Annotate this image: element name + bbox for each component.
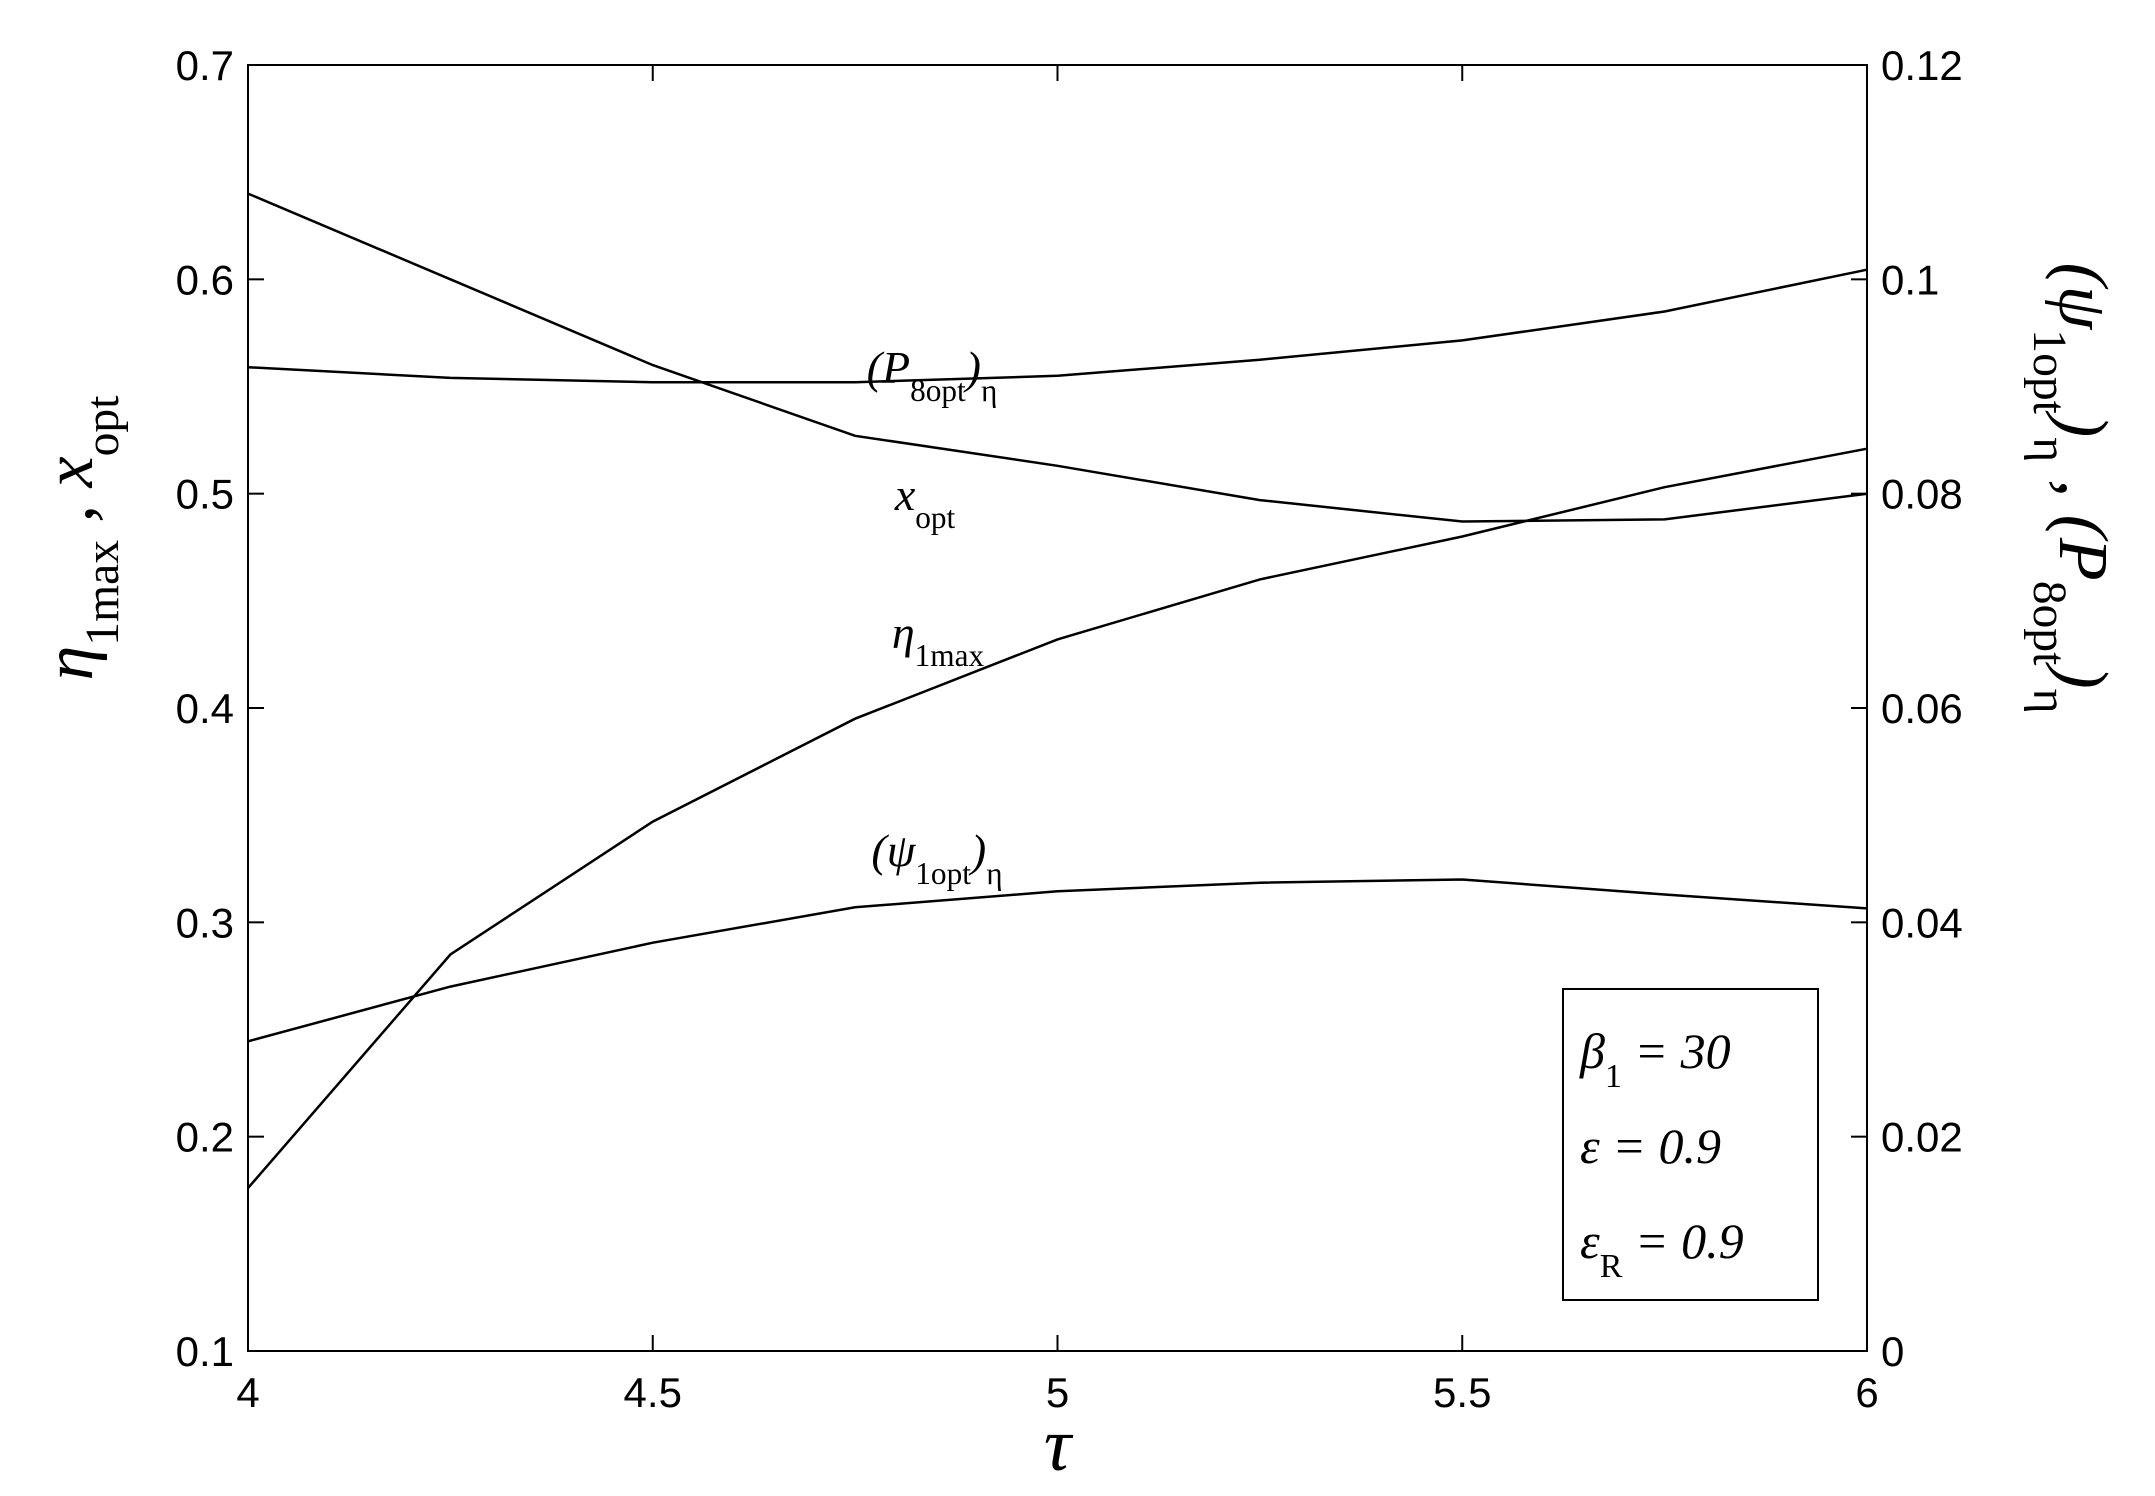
note-box <box>1562 988 1819 1301</box>
y2-axis-label-part: η <box>2023 689 2075 714</box>
y2-axis-label-part: η <box>2023 437 2075 462</box>
series-label-part: η <box>986 856 1002 891</box>
y2-tick-label: 0.06 <box>1881 685 1963 732</box>
y2-axis-label-part: , (P <box>2044 462 2121 581</box>
y2-axis-label-part: 8opt <box>2023 581 2075 666</box>
series-label: (ψ1opt)η <box>871 825 1002 891</box>
series-label-part: η <box>892 607 915 658</box>
series-label: η1max <box>892 607 985 673</box>
y-tick-label: 0.4 <box>176 685 234 732</box>
x-axis-label-part: τ <box>1044 1403 1074 1487</box>
series-label-part: 8opt <box>910 373 966 408</box>
line-series <box>247 447 1868 1189</box>
x-tick-label: 6 <box>1855 1369 1878 1416</box>
y-tick-label: 0.1 <box>176 1328 234 1375</box>
x-axis-label: τ <box>1044 1403 1074 1487</box>
y2-tick-label: 0.12 <box>1881 42 1963 89</box>
line-series <box>247 192 1868 523</box>
y2-axis-label-part: 1opt <box>2023 329 2075 414</box>
x-tick-label: 4 <box>236 1369 259 1416</box>
note-text-part: ε <box>1580 1213 1600 1269</box>
y2-tick-label: 0.04 <box>1881 899 1963 946</box>
series-label-part: opt <box>915 500 955 535</box>
y-axis-label: η1max , xopt <box>31 396 129 681</box>
note-text: εR = 0.9 <box>1580 1213 1744 1285</box>
series-label-part: η <box>981 373 997 408</box>
series-label-part: 1max <box>915 638 985 673</box>
note-text-part: = 0.9 <box>1622 1213 1743 1269</box>
note-text-part: ε = 0.9 <box>1580 1118 1721 1174</box>
series-label-part: ) <box>968 825 986 876</box>
x-tick-label: 5.5 <box>1433 1369 1491 1416</box>
note-text: ε = 0.9 <box>1580 1118 1721 1174</box>
note-text-part: = 30 <box>1622 1023 1731 1079</box>
y2-axis-label-part: (ψ <box>2044 262 2121 330</box>
y-tick-label: 0.5 <box>176 471 234 518</box>
note-text-part: R <box>1600 1248 1623 1285</box>
y-tick-label: 0.6 <box>176 256 234 303</box>
y-tick-label: 0.2 <box>176 1114 234 1161</box>
y2-tick-label: 0.1 <box>1881 256 1939 303</box>
x-tick-label: 5 <box>1046 1369 1069 1416</box>
y2-axis-label-part: ) <box>2044 410 2121 437</box>
y-axis-label-part: , x <box>31 456 108 540</box>
line-series <box>247 878 1868 1043</box>
y2-tick-label: 0.02 <box>1881 1114 1963 1161</box>
note-text: β1 = 30 <box>1579 1023 1731 1095</box>
series-label-part: (ψ <box>871 825 916 876</box>
y2-axis-label: (ψ1opt)η , (P8opt)η <box>2023 262 2121 713</box>
note-text-part: 1 <box>1605 1058 1622 1095</box>
y2-axis-label-part: ) <box>2044 661 2121 688</box>
y2-tick-label: 0 <box>1881 1328 1904 1375</box>
y2-tick-label: 0.08 <box>1881 471 1963 518</box>
series-label-part: 1opt <box>915 856 971 891</box>
y-tick-label: 0.7 <box>176 42 234 89</box>
series-label-part: ) <box>963 342 981 393</box>
y-axis-label-part: 1max <box>77 540 129 646</box>
y-axis-label-part: η <box>31 646 108 681</box>
note-text-part: β <box>1579 1023 1605 1079</box>
series-label-part: x <box>894 469 916 520</box>
line-series <box>247 268 1868 384</box>
x-tick-label: 4.5 <box>624 1369 682 1416</box>
y-tick-label: 0.3 <box>176 899 234 946</box>
series-label-part: (P <box>867 342 910 393</box>
series-label: xopt <box>894 469 956 535</box>
y-axis-label-part: opt <box>77 396 129 457</box>
series-label: (P8opt)η <box>867 342 998 408</box>
